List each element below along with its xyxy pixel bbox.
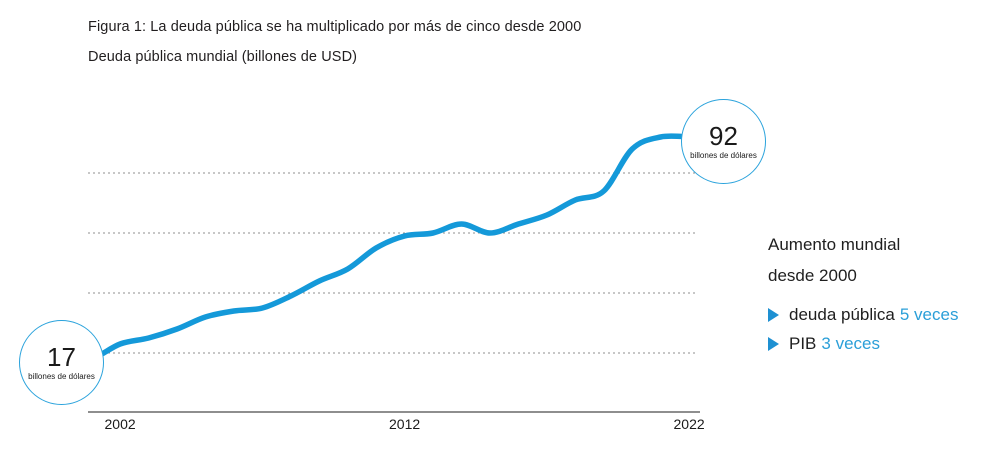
start-value: 17: [47, 342, 76, 372]
side-item-value: 5 veces: [899, 304, 959, 324]
end-unit: billones de dólares: [690, 151, 757, 160]
side-item-public-debt: deuda pública 5 veces: [768, 300, 958, 329]
figure-title: Figura 1: La deuda pública se ha multipl…: [88, 19, 582, 35]
side-panel-heading-line2: desde 2000: [768, 266, 857, 285]
x-axis-tick-label: 2012: [389, 416, 421, 432]
x-axis-tick-label: 2002: [104, 416, 136, 432]
x-axis-tick-label: 2022: [673, 416, 705, 432]
side-item-label: PIB: [789, 333, 817, 353]
bullet-triangle-icon: [768, 307, 779, 322]
side-item-gdp: PIB 3 veces: [768, 329, 958, 358]
public-debt-line: [60, 133, 692, 365]
end-value: 92: [709, 121, 738, 151]
bullet-triangle-icon: [768, 336, 779, 351]
figure-subtitle: Deuda pública mundial (billones de USD): [88, 49, 358, 65]
side-item-label: deuda pública: [789, 304, 895, 324]
start-unit: billones de dólares: [28, 372, 95, 381]
side-panel: Aumento mundial desde 2000 deuda pública…: [768, 229, 958, 358]
end-value-badge: 92 billones de dólares: [681, 99, 766, 184]
start-value-badge: 17 billones de dólares: [19, 320, 104, 405]
side-item-value: 3 veces: [821, 333, 880, 353]
side-panel-heading-line1: Aumento mundial: [768, 235, 901, 254]
side-panel-items: deuda pública 5 veces PIB 3 veces: [768, 300, 958, 358]
